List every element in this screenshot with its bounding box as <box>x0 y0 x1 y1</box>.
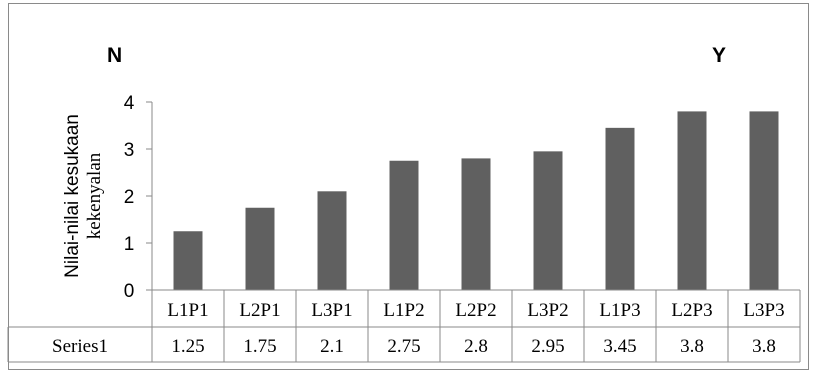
x-tick-label: L3P3 <box>743 300 784 321</box>
y-tick-label: 0 <box>124 281 135 302</box>
data-value-cell: 3.8 <box>752 336 776 357</box>
bar-l3p1 <box>317 191 347 290</box>
bar-l2p3 <box>677 111 707 291</box>
y-tick-label: 3 <box>124 140 135 161</box>
x-tick-label: L2P3 <box>671 300 712 321</box>
data-value-cell: 1.75 <box>243 336 276 357</box>
x-tick-label: L1P3 <box>599 300 640 321</box>
data-value-cell: 3.8 <box>680 336 704 357</box>
bar-l2p1 <box>245 207 275 290</box>
data-value-cell: 3.45 <box>603 336 636 357</box>
data-value-cell: 1.25 <box>171 336 204 357</box>
y-tick-label: 4 <box>124 93 135 114</box>
bar-l2p2 <box>461 158 491 290</box>
bar-l1p1 <box>173 231 203 290</box>
bar-l3p3 <box>749 111 779 291</box>
y-tick-label: 1 <box>124 234 135 255</box>
bar-l3p2 <box>533 151 563 290</box>
data-value-cell: 2.75 <box>387 336 420 357</box>
data-value-cell: 2.8 <box>464 336 488 357</box>
series-name-cell: Series1 <box>52 336 108 357</box>
chart-title-right: Y <box>712 44 727 67</box>
data-value-cell: 2.1 <box>320 336 344 357</box>
chart-title-left: N <box>107 44 123 67</box>
bar-l1p3 <box>605 127 635 290</box>
y-axis-title-line2: kekenyalan <box>84 152 105 239</box>
x-tick-label: L1P1 <box>167 300 208 321</box>
data-value-cell: 2.95 <box>531 336 564 357</box>
x-tick-label: L2P2 <box>455 300 496 321</box>
y-tick-label: 2 <box>124 187 135 208</box>
x-tick-label: L3P2 <box>527 300 568 321</box>
bar-l1p2 <box>389 160 419 290</box>
x-tick-label: L1P2 <box>383 300 424 321</box>
x-tick-label: L2P1 <box>239 300 280 321</box>
y-axis-title: Nilai-nilai kesukaan <box>62 114 83 278</box>
x-tick-label: L3P1 <box>311 300 352 321</box>
